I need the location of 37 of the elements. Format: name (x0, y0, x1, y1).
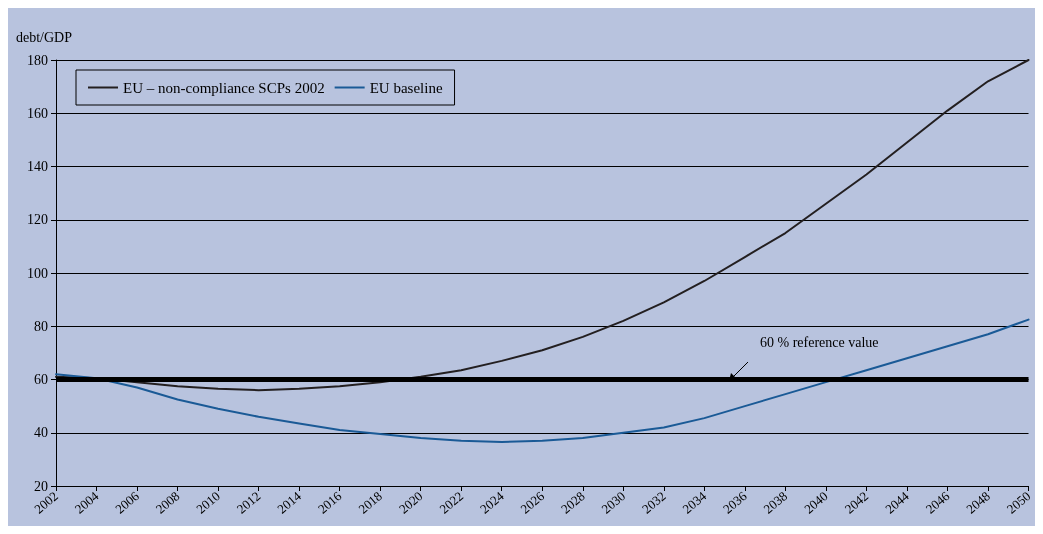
x-tick-label: 2036 (720, 487, 751, 517)
x-tick-label: 2022 (436, 488, 467, 517)
x-tick-label: 2050 (1003, 488, 1034, 517)
x-tick-label: 2042 (841, 488, 872, 517)
x-tick-label: 2028 (558, 488, 588, 517)
y-tick-label: 100 (27, 265, 48, 281)
legend-label: EU – non-compliance SCPs 2002 (123, 79, 325, 96)
x-tick-label: 2012 (233, 488, 264, 517)
x-tick-label: 2008 (152, 488, 183, 517)
y-tick-label: 180 (27, 52, 48, 68)
y-axis-title: debt/GDP (16, 29, 73, 45)
x-tick-label: 2044 (882, 487, 913, 517)
x-tick-label: 2024 (477, 487, 507, 517)
x-tick-label: 2006 (112, 487, 143, 517)
x-tick-label: 2004 (71, 487, 102, 517)
x-tick-label: 2032 (639, 488, 669, 517)
y-tick-label: 20 (34, 478, 48, 494)
x-tick-label: 2014 (274, 487, 305, 517)
y-tick-label: 120 (27, 212, 48, 228)
x-tick-label: 2034 (679, 487, 710, 517)
x-tick-label: 2046 (922, 487, 953, 517)
x-tick-label: 2010 (193, 488, 223, 517)
x-tick-label: 2030 (598, 488, 629, 517)
y-tick-label: 160 (27, 105, 48, 121)
y-tick-label: 140 (27, 159, 48, 174)
y-tick-label: 80 (34, 318, 48, 334)
legend-label: EU baseline (369, 79, 443, 96)
x-tick-label: 2026 (517, 487, 548, 517)
x-tick-label: 2016 (314, 487, 345, 517)
ref-line-label: 60 % reference value (759, 335, 879, 350)
x-tick-label: 2048 (963, 488, 993, 517)
y-tick-label: 60 (34, 372, 48, 387)
y-tick-label: 40 (34, 425, 48, 441)
x-tick-label: 2038 (760, 488, 791, 517)
x-tick-label: 2020 (395, 488, 426, 517)
x-tick-label: 2040 (801, 488, 831, 517)
x-tick-label: 2018 (355, 488, 385, 517)
